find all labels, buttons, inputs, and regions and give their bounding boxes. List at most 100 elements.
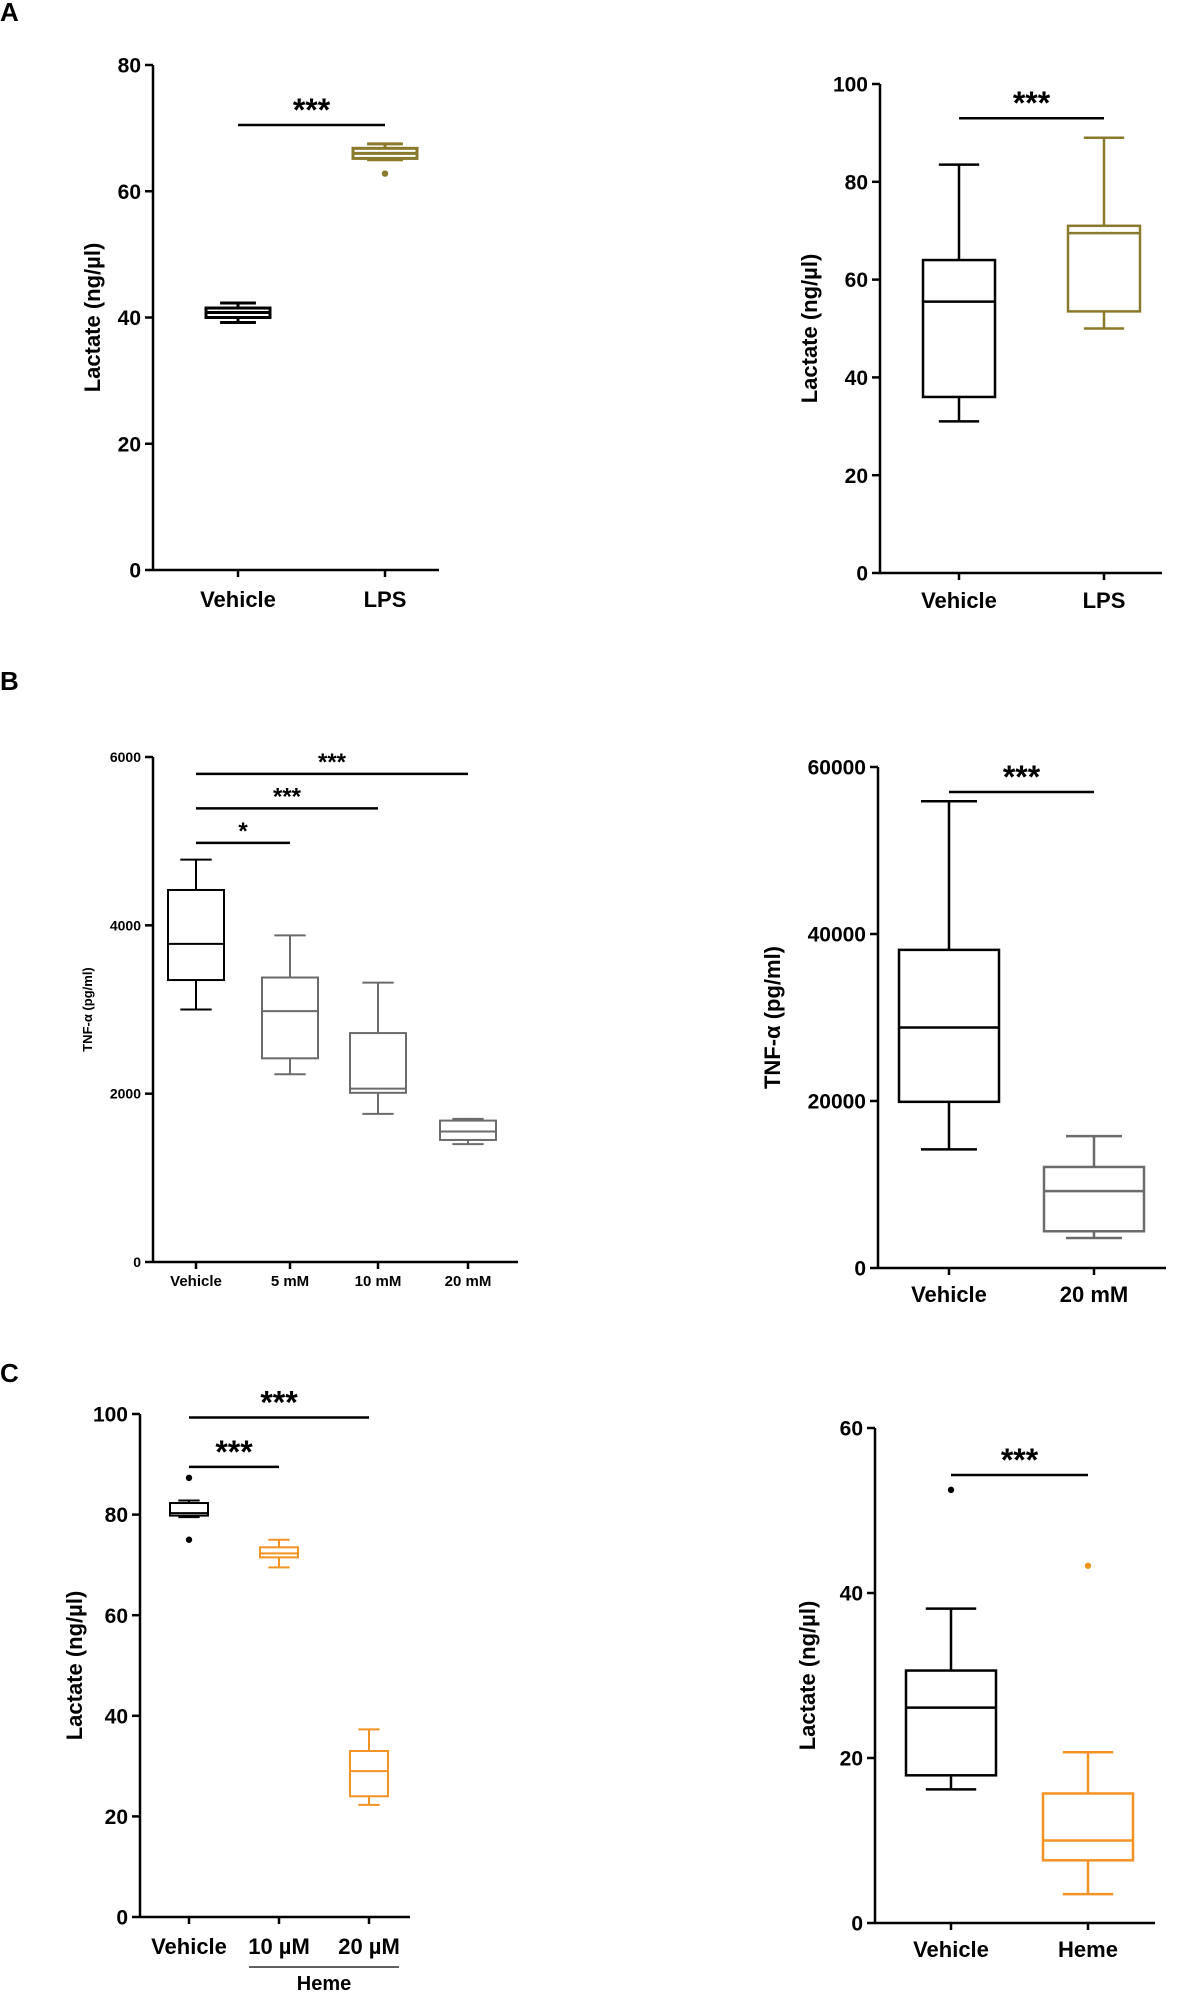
y-tick-label: 0 bbox=[116, 1907, 128, 1930]
significance-label: *** bbox=[1003, 759, 1041, 795]
box-A-right-0 bbox=[921, 163, 997, 423]
x-category-label: 10 mM bbox=[355, 1273, 402, 1290]
chart-b-left: 0 2000 4000 6000 TNF-α (pg/ml) Vehicle 5 mM 10 … bbox=[80, 749, 518, 1290]
y-tick-label: 40 bbox=[840, 1583, 863, 1606]
y-tick-label: 60 bbox=[845, 269, 868, 292]
y-axis-title: Lactate (ng/µl) bbox=[795, 1601, 820, 1751]
box-C-left-0 bbox=[169, 1474, 209, 1543]
significance-label: *** bbox=[293, 92, 331, 128]
chart-c-right: 0 20 40 60 Lactate (ng/µl) Vehicle Heme *** bbox=[795, 1418, 1155, 1962]
y-tick-label: 4000 bbox=[110, 917, 141, 933]
significance-label: *** bbox=[318, 749, 347, 776]
box-A-right-1 bbox=[1066, 136, 1142, 330]
box-B-left-3 bbox=[439, 1117, 497, 1146]
y-tick-label: 80 bbox=[118, 55, 141, 78]
outlier-point bbox=[381, 170, 389, 177]
y-tick-label: 40 bbox=[105, 1705, 128, 1728]
outlier-point bbox=[185, 1536, 193, 1543]
y-axis-title: TNF-α (pg/ml) bbox=[760, 946, 785, 1089]
y-tick-label: 60 bbox=[118, 181, 141, 204]
y-tick-label: 40000 bbox=[808, 924, 866, 947]
box-body bbox=[349, 1032, 407, 1094]
box-C-left-2 bbox=[349, 1728, 389, 1806]
y-tick-label: 0 bbox=[856, 563, 868, 586]
box-body bbox=[261, 976, 319, 1060]
box-body bbox=[1041, 1792, 1135, 1862]
significance-label: *** bbox=[260, 1385, 298, 1421]
box-B-left-2 bbox=[349, 981, 407, 1115]
x-category-label: Vehicle bbox=[200, 587, 276, 612]
box-body bbox=[921, 258, 997, 399]
y-tick-label: 2000 bbox=[110, 1086, 141, 1102]
y-tick-label: 20 bbox=[118, 433, 141, 456]
significance-label: * bbox=[238, 818, 248, 845]
y-axis-title: TNF-α (pg/ml) bbox=[80, 967, 95, 1052]
y-tick-label: 20000 bbox=[808, 1091, 866, 1114]
chart-a-left: 0 20 40 60 80 Lactate (ng/µl) Vehicle LPS *** bbox=[80, 55, 439, 612]
y-tick-label: 0 bbox=[851, 1913, 863, 1936]
x-category-label: Vehicle bbox=[913, 1937, 989, 1962]
y-tick-label: 60 bbox=[105, 1605, 128, 1628]
y-tick-label: 0 bbox=[129, 560, 141, 583]
x-category-label: 20 mM bbox=[445, 1273, 492, 1290]
significance-label: *** bbox=[273, 783, 302, 810]
box-body bbox=[349, 1750, 389, 1798]
y-tick-label: 80 bbox=[845, 171, 868, 194]
y-tick-label: 60000 bbox=[808, 757, 866, 780]
box-body bbox=[1042, 1165, 1146, 1233]
box-B-right-1 bbox=[1042, 1134, 1146, 1240]
box-body bbox=[167, 888, 225, 982]
y-tick-label: 100 bbox=[93, 1404, 128, 1427]
significance-label: *** bbox=[1013, 85, 1051, 121]
x-category-label: Heme bbox=[1058, 1937, 1118, 1962]
x-category-label: LPS bbox=[364, 587, 407, 612]
x-category-label: 5 mM bbox=[271, 1273, 309, 1290]
box-B-left-0 bbox=[167, 858, 225, 1011]
box-body bbox=[439, 1119, 497, 1141]
box-C-right-0 bbox=[904, 1486, 998, 1791]
y-tick-label: 100 bbox=[833, 74, 868, 97]
chart-a-right: 0 20 40 60 80 100 Lactate (ng/µl) Vehicle LPS *** bbox=[797, 74, 1162, 613]
significance-label: *** bbox=[1001, 1442, 1039, 1478]
x-category-label: Vehicle bbox=[921, 588, 997, 613]
y-tick-label: 60 bbox=[840, 1418, 863, 1441]
y-tick-label: 6000 bbox=[110, 749, 141, 765]
significance-label: *** bbox=[215, 1434, 253, 1470]
outlier-point bbox=[947, 1486, 955, 1494]
x-category-label: Vehicle bbox=[151, 1934, 227, 1959]
y-tick-label: 80 bbox=[105, 1504, 128, 1527]
y-tick-label: 0 bbox=[133, 1254, 141, 1270]
x-category-label: Vehicle bbox=[170, 1273, 222, 1290]
y-axis-title: Lactate (ng/µl) bbox=[797, 254, 822, 404]
x-category-label: 20 mM bbox=[1060, 1282, 1128, 1307]
x-category-label: 10 µM bbox=[248, 1934, 310, 1959]
box-body bbox=[897, 948, 1001, 1104]
box-C-left-1 bbox=[259, 1538, 299, 1569]
outlier-point bbox=[185, 1474, 193, 1482]
box-C-right-1 bbox=[1041, 1562, 1135, 1896]
y-axis-title: Lactate (ng/µl) bbox=[80, 243, 105, 393]
x-category-label: 20 µM bbox=[338, 1934, 400, 1959]
y-axis-title: Lactate (ng/µl) bbox=[62, 1591, 87, 1741]
panel-label-a: A bbox=[0, 0, 19, 27]
y-tick-label: 40 bbox=[845, 367, 868, 390]
y-tick-label: 20 bbox=[845, 465, 868, 488]
box-B-right-0 bbox=[897, 799, 1001, 1151]
x-category-label: Vehicle bbox=[911, 1282, 987, 1307]
panel-label-b: B bbox=[0, 666, 19, 696]
y-tick-label: 20 bbox=[840, 1748, 863, 1771]
box-body bbox=[1066, 224, 1142, 313]
y-tick-label: 40 bbox=[118, 307, 141, 330]
y-tick-label: 20 bbox=[105, 1806, 128, 1829]
x-category-label: LPS bbox=[1083, 588, 1126, 613]
panel-label-c: C bbox=[0, 1358, 19, 1388]
box-body bbox=[904, 1669, 998, 1777]
box-B-left-1 bbox=[261, 934, 319, 1076]
subgroup-label: Heme bbox=[297, 1973, 351, 1995]
chart-c-left: 0 20 40 60 80 100 Lactate (ng/µl) Vehicle 10 µM 2… bbox=[62, 1385, 410, 1995]
chart-b-right: 0 20000 40000 60000 TNF-α (pg/ml) Vehicle 20 m… bbox=[760, 757, 1166, 1307]
box-A-left-1 bbox=[351, 142, 419, 177]
y-tick-label: 0 bbox=[854, 1258, 866, 1281]
outlier-point bbox=[1084, 1562, 1092, 1569]
